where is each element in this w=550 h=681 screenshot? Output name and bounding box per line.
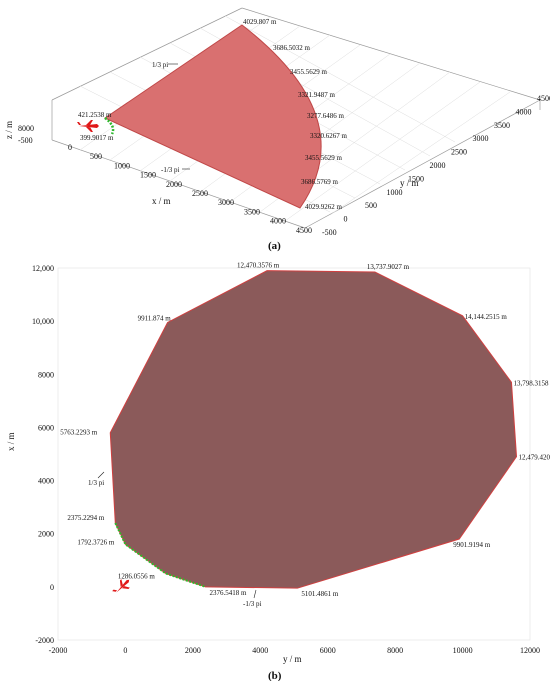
angle-arrow-b-1 [253, 589, 257, 599]
boundary-label-a-7: 3686.5769 m [301, 178, 339, 186]
boundary-label-a-0: 4029.807 m [243, 18, 277, 26]
x-tick-label-b: 10000 [453, 646, 473, 655]
x-tick-label-a: 2500 [192, 189, 208, 198]
y-tick-label-a: 1000 [387, 188, 403, 197]
angle-label-b-0: 1/3 pi [88, 479, 104, 487]
x-tick-label-a: 4000 [270, 217, 286, 226]
x-tick-label-a: 3500 [244, 207, 260, 216]
vertex-label-b: 2375.2294 m [67, 514, 105, 522]
panel-a-3d-chart: 4029.807 m 3686.5032 m 3455.5629 m 3321.… [4, 7, 550, 252]
region-b-area [109, 270, 518, 589]
vertex-label-b: 9911.874 m [138, 314, 172, 322]
vertex-label-b: 12,470.3576 m [237, 262, 280, 270]
y-tick-label-a: 3000 [473, 134, 489, 143]
y-tick-label-a: 4500 [537, 94, 550, 103]
vertex-label-b: 14,144.2515 m [465, 313, 508, 321]
panel-b-vertex-labels: 2376.5418 m 5101.4861 m 9901.9194 m 12,479.… [60, 262, 550, 608]
inner-arc-b [114, 522, 206, 588]
boundary-label-a-2: 3455.5629 m [290, 68, 328, 76]
panel-label-a: (a) [268, 240, 281, 252]
angle-label-a-0: 1/3 pi [152, 61, 168, 69]
x-tick-label-a: 1000 [114, 161, 130, 170]
y-tick-label-a: 2000 [430, 161, 446, 170]
vertex-label-b: 13,737.9027 m [367, 263, 410, 271]
y-tick-label-b: 6000 [38, 423, 54, 432]
x-axis-label-a: x / m [152, 196, 171, 206]
z-tick-label-a: -500 [18, 136, 33, 145]
panel-b-2d-chart: -2000 0 2000 4000 6000 8000 10000 12000 -2000 0 20… [6, 262, 550, 681]
vertex-label-b: 5101.4861 m [301, 590, 339, 598]
panel-a-ticks: 0 500 1000 1500 2000 2500 3000 3500 4000 4500 -500… [18, 94, 550, 237]
panel-label-b: (b) [268, 670, 282, 681]
x-tick-label-a: 3000 [218, 198, 234, 207]
region-a-area [103, 24, 322, 209]
y-tick-label-a: 4000 [516, 107, 532, 116]
y-tick-label-b: 4000 [38, 477, 54, 486]
aircraft-icon [112, 579, 130, 593]
y-tick-label-a: 0 [344, 215, 348, 224]
boundary-label-a-8: 4029.9262 m [305, 203, 343, 211]
y-tick-label-a: 3500 [494, 121, 510, 130]
x-tick-label-b: 0 [123, 646, 127, 655]
boundary-label-a-1: 3686.5032 m [273, 44, 311, 52]
vertex-label-b: 1286.0556 m [118, 573, 156, 581]
x-tick-label-b: 4000 [252, 646, 268, 655]
y-tick-label-b: 10,000 [32, 317, 54, 326]
boundary-label-a-4: 3277.6486 m [307, 112, 345, 120]
x-tick-label-a: 4500 [296, 226, 312, 235]
boundary-label-a-3: 3321.9487 m [298, 91, 336, 99]
y-tick-label-b: 0 [50, 583, 54, 592]
y-tick-label-b: -2000 [35, 636, 54, 645]
angle-label-b-1: -1/3 pi [243, 600, 262, 608]
y-tick-label-a: -500 [322, 228, 337, 237]
vertex-label-b: 9901.9194 m [453, 541, 491, 549]
y-tick-label-b: 8000 [38, 370, 54, 379]
vertex-label-b: 13,798.3158 m [513, 379, 550, 387]
y-tick-label-b: 2000 [38, 530, 54, 539]
box-edges [51, 7, 541, 229]
y-axis-label-b: x / m [6, 432, 16, 451]
plot-frame-b [57, 267, 531, 641]
x-axis-label-b: y / m [283, 654, 302, 664]
vertex-label-b: 1792.3726 m [77, 538, 115, 546]
y-tick-label-b: 12,000 [32, 264, 54, 273]
vertex-label-b: 2376.5418 m [210, 589, 248, 597]
vertex-label-b: 5763.2293 m [60, 429, 98, 437]
x-tick-label-a: 0 [68, 143, 72, 152]
x-tick-label-a: 1500 [140, 171, 156, 180]
x-tick-label-b: 8000 [387, 646, 403, 655]
y-axis-label-a: y / m [400, 178, 419, 188]
angle-arrow-b-0 [97, 471, 105, 479]
x-tick-label-b: 2000 [185, 646, 201, 655]
y-tick-label-a: 500 [365, 201, 377, 210]
y-tick-label-a: 1500 [408, 174, 424, 183]
boundary-label-a-5: 3320.6267 m [310, 132, 348, 140]
inner-label-a-0: 421.2538 m [78, 111, 112, 119]
panel-b-axes: -2000 0 2000 4000 6000 8000 10000 12000 -2000 0 20… [32, 264, 540, 655]
x-tick-label-b: 12000 [520, 646, 540, 655]
angle-label-a-1: -1/3 pi [161, 166, 180, 174]
y-tick-label-a: 2500 [451, 148, 467, 157]
inner-arc-a [104, 116, 115, 135]
aircraft-icon [77, 120, 99, 132]
x-tick-label-b: -2000 [49, 646, 68, 655]
x-tick-label-a: 2000 [166, 180, 182, 189]
vertex-label-b: 12,479.4208 m [519, 454, 550, 462]
panel-b-region [109, 270, 518, 589]
z-axis-label-a: z / m [4, 121, 14, 139]
z-tick-label-a: 8000 [18, 124, 34, 133]
x-tick-label-b: 6000 [320, 646, 336, 655]
boundary-label-a-6: 3455.5629 m [305, 154, 343, 162]
inner-label-a-1: 399.9017 m [80, 134, 114, 142]
x-tick-label-a: 500 [90, 152, 102, 161]
